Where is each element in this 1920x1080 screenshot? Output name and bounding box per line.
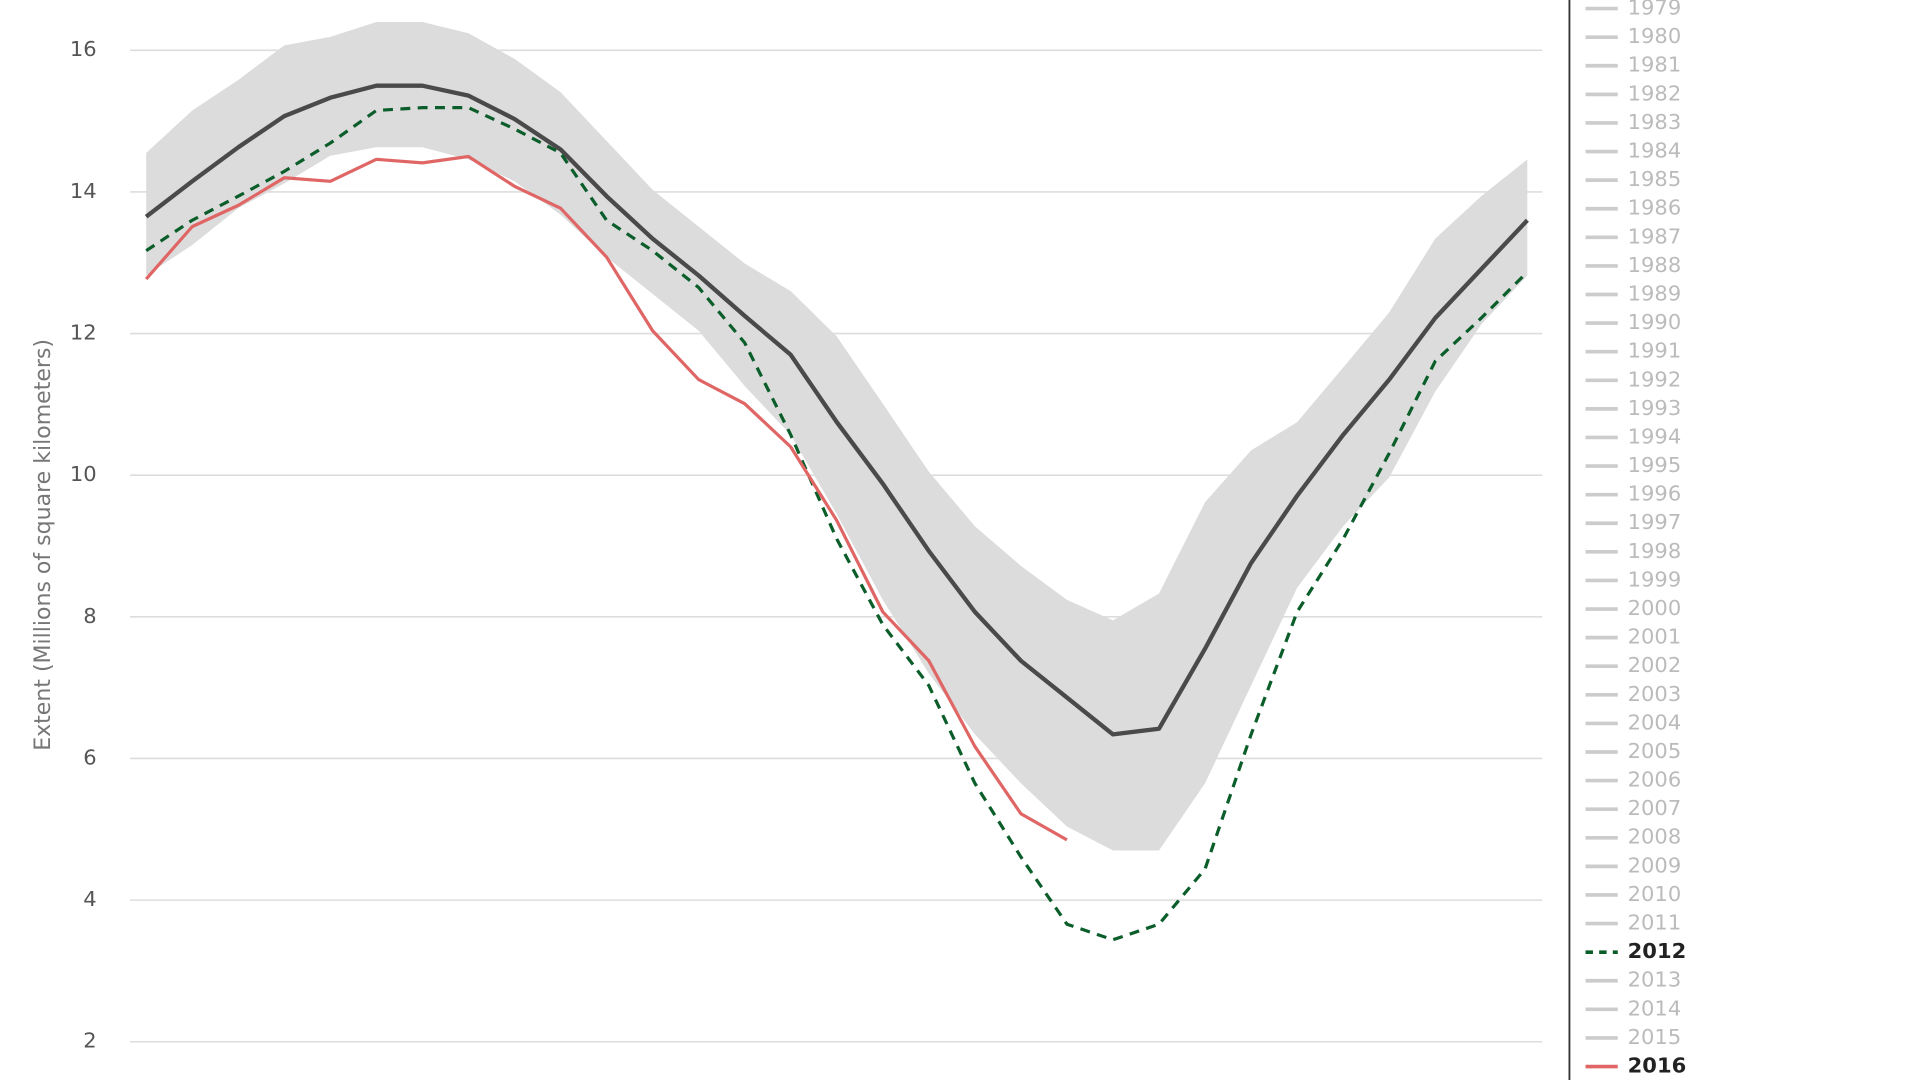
series-line — [144, 154, 1068, 842]
y-tick-label: 6 — [83, 746, 96, 770]
legend-label: 2006 — [1628, 768, 1682, 792]
legend-label: 1991 — [1628, 339, 1682, 363]
y-tick-label: 8 — [83, 604, 96, 628]
median-line — [144, 83, 1529, 737]
legend-label: 1981 — [1628, 53, 1682, 77]
series-line — [145, 106, 1529, 942]
legend-label: 1982 — [1628, 81, 1682, 105]
y-tick-label: 4 — [83, 887, 96, 911]
interdecile-band — [146, 21, 1528, 851]
legend-label: 1994 — [1628, 425, 1682, 449]
legend-label: 1997 — [1628, 510, 1682, 534]
legend-label: 1993 — [1628, 396, 1682, 420]
legend-label: 2007 — [1628, 796, 1682, 820]
legend-label: 1989 — [1628, 282, 1682, 306]
legend-label: 1979 — [1628, 0, 1682, 20]
legend-label: 2002 — [1628, 653, 1682, 677]
legend-label: 1996 — [1628, 482, 1682, 506]
legend-label: 2005 — [1628, 739, 1682, 763]
legend-label: 2009 — [1628, 853, 1682, 877]
y-tick-label: 2 — [83, 1029, 96, 1053]
legend-label: 1999 — [1628, 568, 1682, 592]
legend-label: 2001 — [1628, 625, 1682, 649]
legend-label: 2010 — [1628, 882, 1682, 906]
y-tick-label: 12 — [70, 321, 97, 345]
legend-label: 1988 — [1628, 253, 1682, 277]
legend-label: 1980 — [1628, 24, 1682, 48]
legend-label: 2003 — [1628, 682, 1682, 706]
legend-label: 2016 — [1628, 1054, 1687, 1078]
legend-label: 1985 — [1628, 167, 1682, 191]
legend-label: 2013 — [1628, 968, 1682, 992]
legend-label: 1995 — [1628, 453, 1682, 477]
legend-label: 1990 — [1628, 310, 1682, 334]
legend-label: 2008 — [1628, 825, 1682, 849]
legend-label: 1983 — [1628, 110, 1682, 134]
legend-label: 1986 — [1628, 196, 1682, 220]
y-axis-label: Extent (Millions of square kilometers) — [30, 339, 56, 751]
legend-label: 1992 — [1628, 367, 1682, 391]
legend-label: 2000 — [1628, 596, 1682, 620]
legend-label: 2015 — [1628, 1025, 1682, 1049]
y-tick-label: 10 — [70, 462, 97, 486]
legend-label: 2014 — [1628, 996, 1682, 1020]
legend-label: 1984 — [1628, 139, 1682, 163]
legend-label: 2011 — [1628, 911, 1682, 935]
y-tick-label: 16 — [70, 37, 97, 61]
legend-label: 2012 — [1628, 939, 1687, 963]
legend-label: 1987 — [1628, 224, 1682, 248]
legend-label: 2004 — [1628, 710, 1682, 734]
legend-label: 1998 — [1628, 539, 1682, 563]
y-tick-label: 14 — [70, 179, 97, 203]
